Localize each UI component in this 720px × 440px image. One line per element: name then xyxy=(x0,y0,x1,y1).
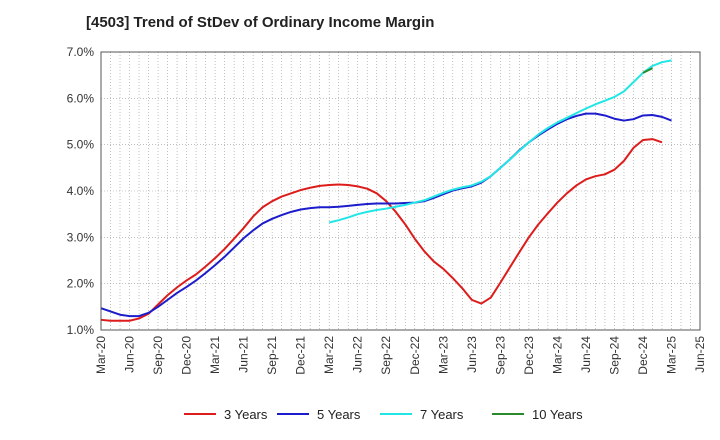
y-tick-label: 5.0% xyxy=(67,138,95,152)
x-tick-label: Sep-20 xyxy=(151,336,165,375)
plot-frame xyxy=(100,51,701,331)
y-tick-label: 4.0% xyxy=(67,184,95,198)
series-line-5-years xyxy=(100,112,672,318)
x-tick-label: Dec-22 xyxy=(408,336,422,375)
legend-label-3-years: 3 Years xyxy=(224,407,268,422)
legend-label-10-years: 10 Years xyxy=(532,407,583,422)
y-tick-label: 1.0% xyxy=(67,323,95,337)
x-tick-label: Jun-22 xyxy=(351,336,365,373)
x-tick-label: Dec-20 xyxy=(180,336,194,375)
y-tick-label: 7.0% xyxy=(67,45,95,59)
x-tick-label: Sep-21 xyxy=(265,336,279,375)
y-tick-label: 3.0% xyxy=(67,230,95,244)
x-tick-label: Jun-25 xyxy=(693,336,707,373)
x-tick-label: Jun-20 xyxy=(123,336,137,373)
x-tick-label: Sep-22 xyxy=(379,336,393,375)
x-tick-label: Mar-20 xyxy=(94,336,108,374)
y-tick-label: 6.0% xyxy=(67,91,95,105)
x-tick-label: Mar-24 xyxy=(550,336,564,374)
x-tick-label: Jun-24 xyxy=(579,336,593,373)
legend-label-7-years: 7 Years xyxy=(420,407,464,422)
x-axis-ticks: Mar-20 Jun-20 Sep-20 Dec-20 Mar-21 Jun-21 Sep-… xyxy=(94,336,707,375)
y-axis-ticks: 1.0% 2.0% 3.0% 4.0% 5.0% 6.0% 7.0% xyxy=(67,45,95,337)
x-tick-label: Jun-21 xyxy=(237,336,251,373)
x-tick-label: Mar-23 xyxy=(436,336,450,374)
chart-title: [4503] Trend of StDev of Ordinary Income… xyxy=(86,14,435,31)
legend-label-5-years: 5 Years xyxy=(317,407,361,422)
x-tick-label: Dec-23 xyxy=(522,336,536,375)
series-line-3-years xyxy=(100,138,663,322)
x-tick-label: Jun-23 xyxy=(465,336,479,373)
x-tick-label: Sep-24 xyxy=(607,336,621,375)
x-tick-label: Dec-24 xyxy=(636,336,650,375)
series-line-10-years xyxy=(642,67,653,74)
y-tick-label: 2.0% xyxy=(67,277,95,291)
series-lines xyxy=(100,59,672,322)
grid-lines xyxy=(101,52,700,330)
legend: 3 Years 5 Years 7 Years 10 Years xyxy=(184,407,583,422)
x-tick-label: Sep-23 xyxy=(493,336,507,375)
x-tick-label: Mar-25 xyxy=(664,336,678,374)
x-tick-label: Mar-22 xyxy=(322,336,336,374)
x-tick-label: Dec-21 xyxy=(294,336,308,375)
x-tick-label: Mar-21 xyxy=(208,336,222,374)
series-line-7-years xyxy=(328,59,672,224)
